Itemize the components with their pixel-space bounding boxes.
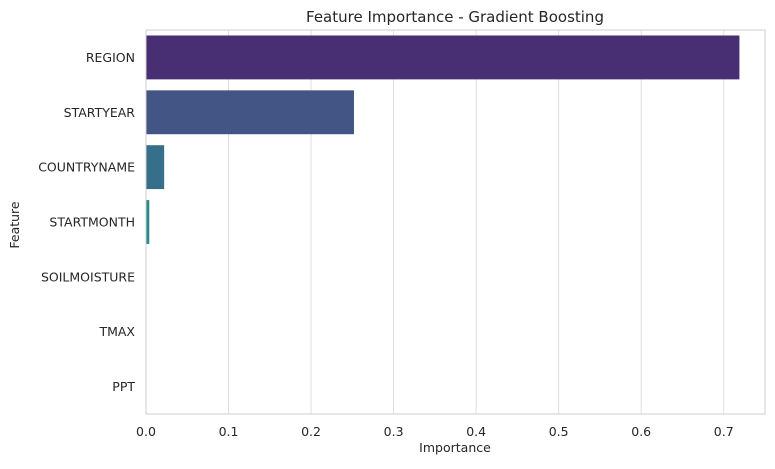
plot-frame: [145, 29, 766, 415]
x-tick-label: 0.3: [384, 424, 404, 439]
bar-startmonth: [146, 200, 150, 244]
bars: [146, 35, 740, 244]
x-tick-label: 0.4: [466, 424, 486, 439]
y-tick-label: COUNTRYNAME: [38, 160, 135, 175]
y-tick-label: SOILMOISTURE: [41, 269, 135, 284]
x-tick-labels: 0.0 0.1 0.2 0.3 0.4 0.5 0.6 0.7: [136, 424, 734, 439]
x-tick-label: 0.7: [714, 424, 734, 439]
x-tick-label: 0.0: [136, 424, 156, 439]
bar-region: [146, 35, 740, 80]
x-tick-label: 0.6: [631, 424, 651, 439]
x-tick-label: 0.1: [219, 424, 239, 439]
x-tick-label: 0.2: [301, 424, 321, 439]
chart-title: Feature Importance - Gradient Boosting: [306, 8, 604, 26]
bar-countryname: [146, 145, 165, 190]
y-tick-label: STARTMONTH: [49, 215, 135, 230]
y-tick-label: STARTYEAR: [64, 105, 136, 120]
bar-startyear: [146, 90, 354, 135]
y-tick-label: TMAX: [98, 324, 135, 339]
y-tick-label: REGION: [86, 50, 135, 65]
y-tick-label: PPT: [112, 379, 135, 394]
x-tick-label: 0.5: [549, 424, 569, 439]
y-axis-label: Feature: [7, 201, 22, 249]
x-axis-label: Importance: [419, 440, 491, 455]
y-tick-labels: REGION STARTYEAR COUNTRYNAME STARTMONTH SOIL…: [38, 50, 135, 394]
